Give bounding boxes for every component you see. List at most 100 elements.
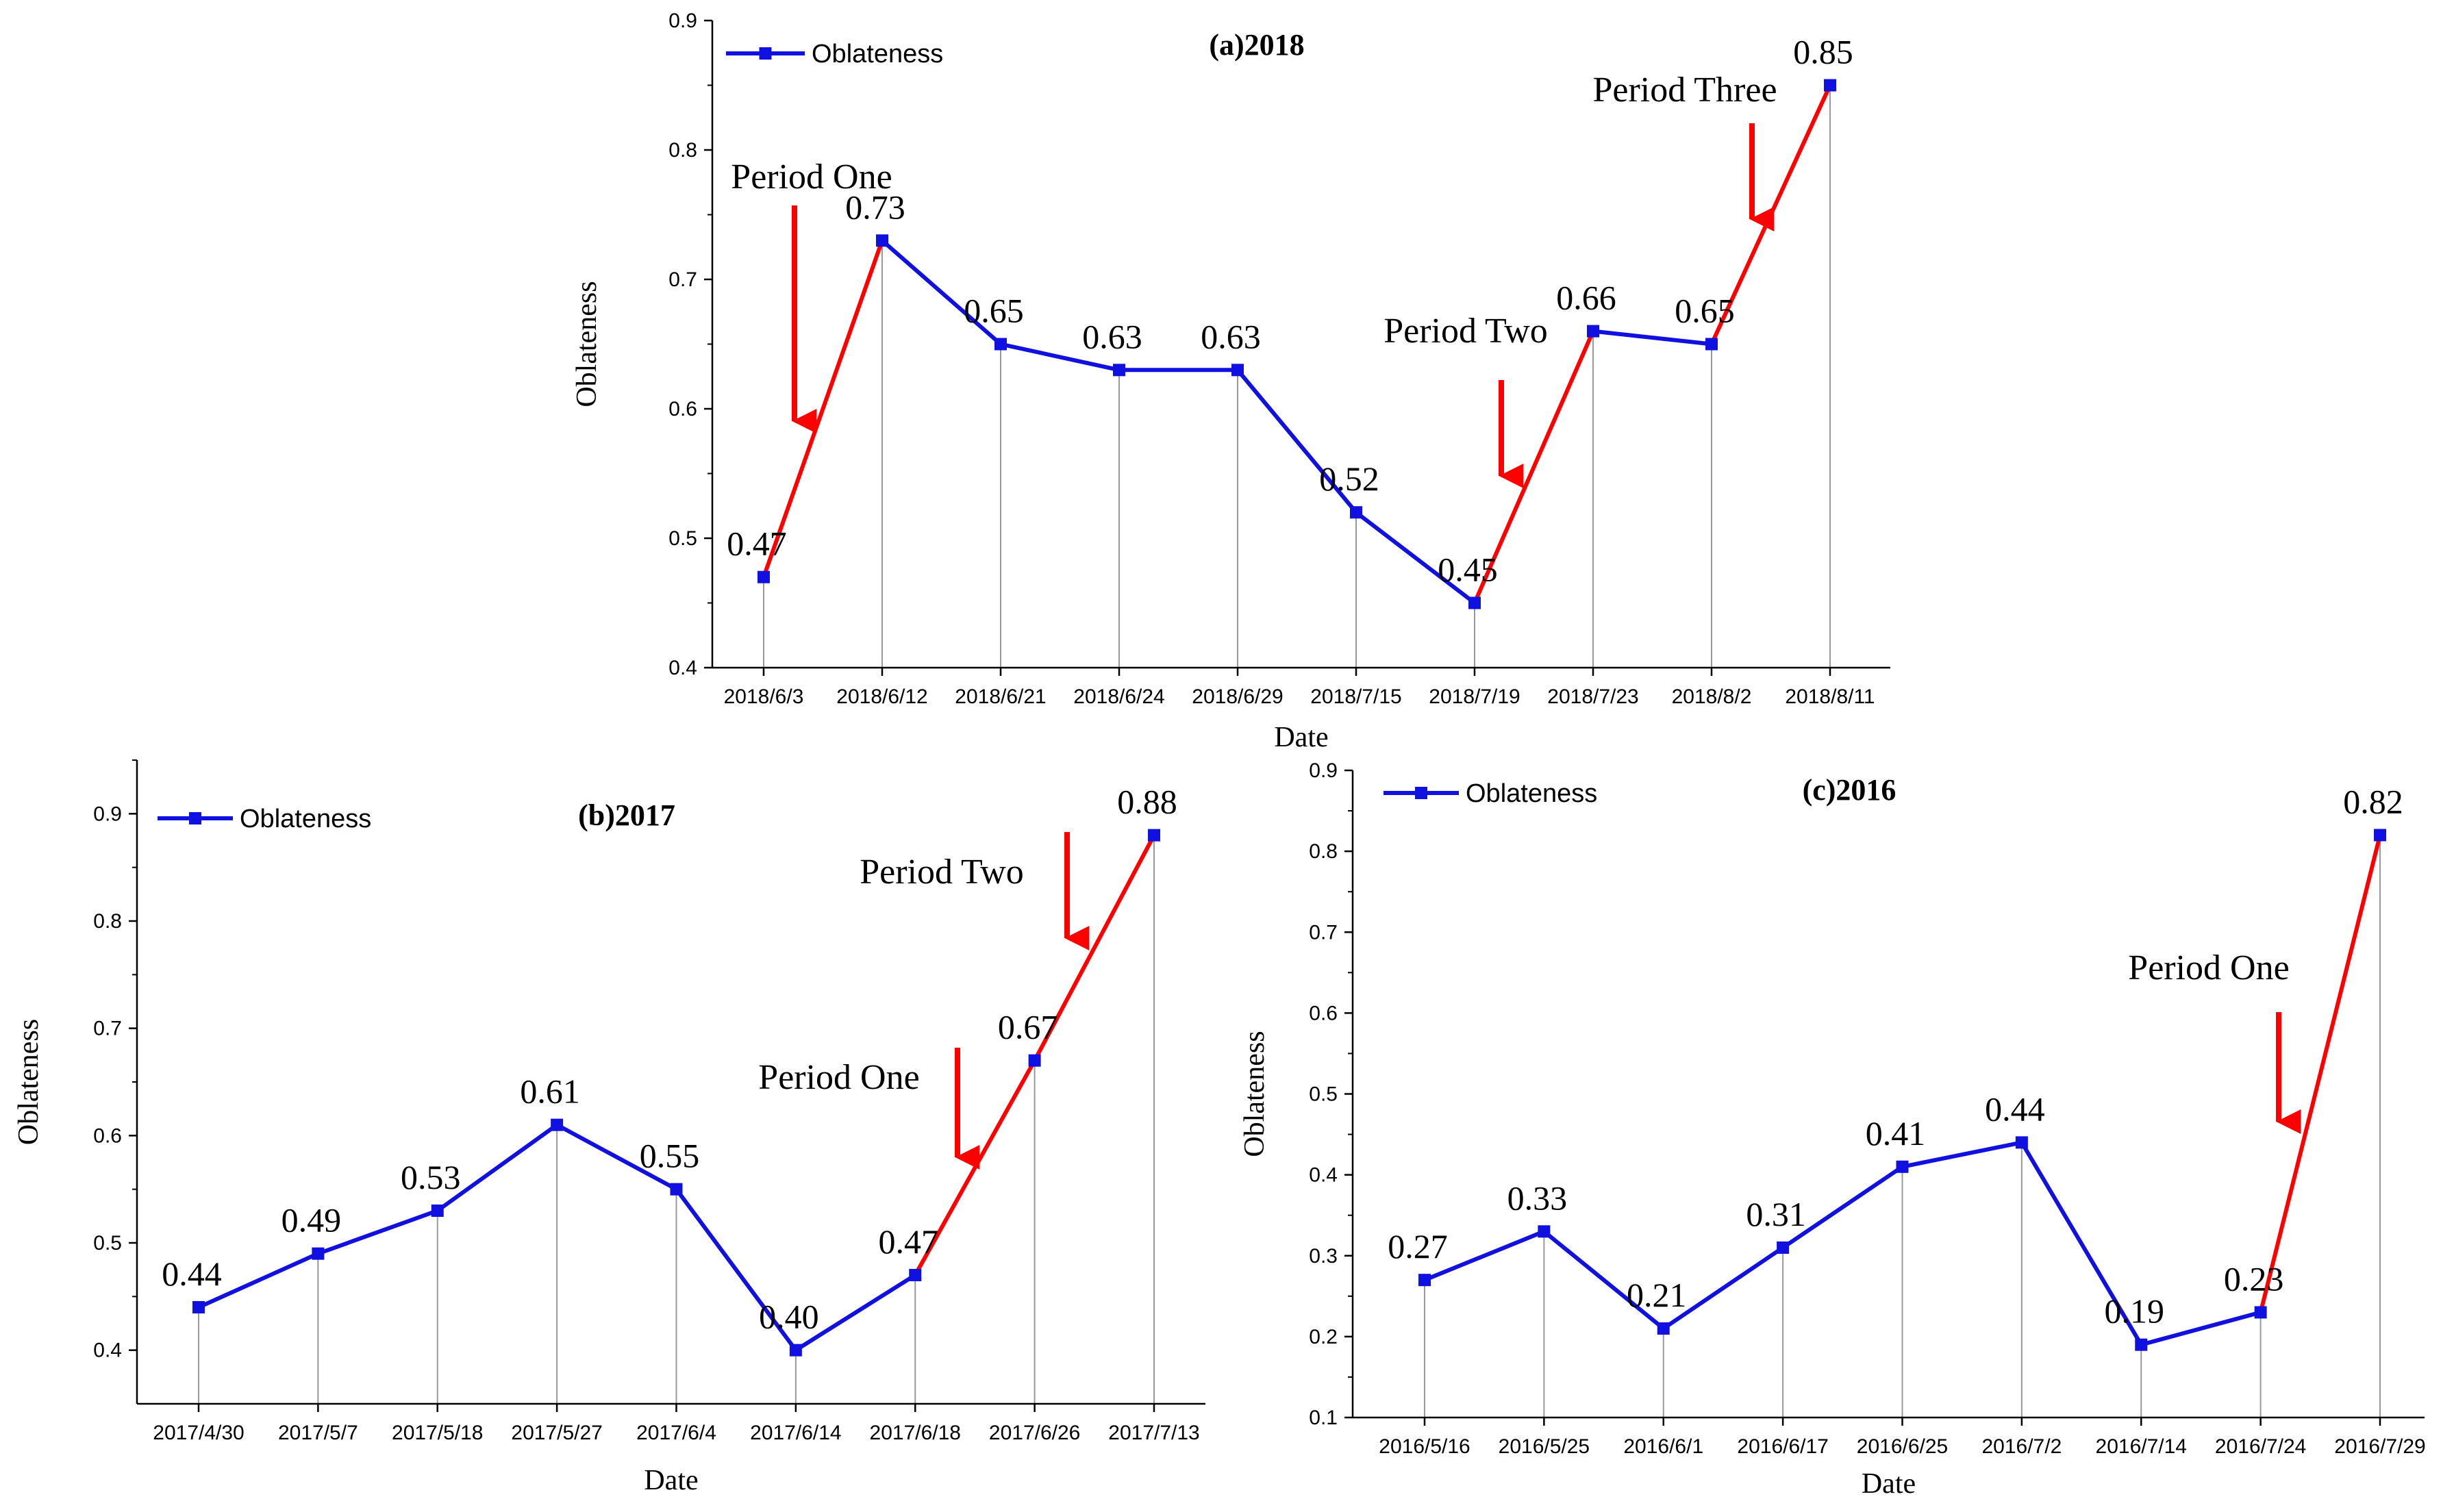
series-segment — [316, 1209, 440, 1256]
series-segment — [1354, 510, 1477, 605]
x-tick-label: 2016/5/16 — [1379, 1435, 1470, 1458]
data-label: 0.65 — [964, 292, 1024, 330]
data-label: 0.44 — [162, 1255, 222, 1293]
y-tick-label: 0.4 — [1309, 1164, 1338, 1187]
legend-marker — [1415, 787, 1427, 799]
data-point — [2135, 1338, 2148, 1351]
x-tick-label: 2017/6/26 — [989, 1422, 1080, 1444]
data-label: 0.85 — [1793, 33, 1853, 71]
data-label: 0.61 — [520, 1072, 580, 1111]
data-label: 0.33 — [1507, 1179, 1568, 1217]
data-label: 0.52 — [1319, 459, 1379, 498]
data-point — [758, 570, 770, 583]
y-axis-title: Oblateness — [1239, 1031, 1270, 1157]
data-label: 0.82 — [2343, 783, 2403, 821]
y-tick-label: 0.2 — [1309, 1326, 1338, 1348]
data-label: 0.41 — [1866, 1114, 1926, 1152]
data-point — [551, 1118, 564, 1131]
data-point — [1231, 364, 1244, 377]
x-tick-label: 2018/6/29 — [1192, 685, 1283, 708]
series-segment — [999, 342, 1121, 373]
series-segment — [880, 238, 1003, 346]
data-label: 0.53 — [401, 1158, 461, 1196]
x-tick-label: 2018/7/15 — [1310, 685, 1401, 708]
y-tick-label: 0.8 — [1309, 840, 1338, 863]
y-tick-label: 0.8 — [668, 139, 697, 162]
data-point — [1418, 1274, 1431, 1287]
period-annotation: Period Three — [1592, 71, 1777, 110]
legend-label: Oblateness — [1466, 779, 1597, 808]
series-segment — [793, 1273, 918, 1352]
x-axis-title: Date — [644, 1465, 698, 1496]
chart-2017: 0.4 0.5 0.6 0.7 0.8 0.9 2017/4/30 2017/5/7 2017/… — [13, 759, 1205, 1496]
y-tick-label: 0.5 — [1309, 1083, 1338, 1106]
series-segment — [1542, 1229, 1666, 1331]
data-label: 0.44 — [1985, 1089, 2045, 1128]
data-point — [1113, 364, 1125, 377]
period-annotation: Period One — [731, 158, 892, 197]
period-annotation: Period One — [758, 1058, 919, 1097]
chart-title: (c)2016 — [1803, 773, 1896, 807]
legend-label: Oblateness — [812, 40, 943, 68]
y-axis-title: Oblateness — [13, 1019, 45, 1145]
x-tick-label: 2018/7/19 — [1429, 685, 1520, 708]
chart-2016: 0.1 0.2 0.3 0.4 0.5 0.6 0.7 0.8 0.9 2016/5/16 2016… — [1239, 759, 2426, 1500]
legend-label: Oblateness — [240, 805, 371, 833]
x-tick-label: 2016/7/2 — [1981, 1435, 2062, 1458]
x-tick-label: 2017/6/14 — [750, 1422, 841, 1444]
y-axis-title: Oblateness — [571, 281, 603, 407]
x-axis-title: Date — [1862, 1468, 1916, 1500]
series-segment-highlight — [1473, 329, 1595, 605]
y-tick-label: 0.5 — [668, 527, 697, 550]
data-point — [1896, 1160, 1909, 1173]
series-segment — [1781, 1164, 1905, 1250]
data-label: 0.63 — [1082, 317, 1142, 355]
data-point — [1705, 338, 1718, 351]
x-tick-label: 2016/7/24 — [2215, 1435, 2306, 1458]
data-point — [670, 1183, 683, 1196]
data-point — [192, 1301, 205, 1313]
data-label: 0.49 — [281, 1201, 342, 1239]
data-point — [1824, 79, 1836, 92]
data-point — [312, 1247, 325, 1260]
data-label: 0.67 — [998, 1008, 1058, 1046]
series-segment — [2139, 1310, 2263, 1347]
x-tick-label: 2018/6/24 — [1073, 685, 1164, 708]
x-tick-label: 2017/6/18 — [870, 1422, 961, 1444]
y-tick-label: 0.9 — [93, 803, 122, 825]
x-tick-label: 2016/6/17 — [1737, 1435, 1828, 1458]
data-label: 0.45 — [1438, 551, 1498, 589]
series-segment — [1591, 329, 1714, 346]
chart-title: (b)2017 — [578, 798, 675, 832]
data-label: 0.21 — [1627, 1276, 1687, 1314]
x-tick-label: 2018/6/12 — [836, 685, 927, 708]
y-tick-label: 0.8 — [93, 910, 122, 933]
data-label: 0.31 — [1746, 1195, 1806, 1233]
data-label: 0.73 — [845, 188, 905, 226]
x-tick-label: 2017/4/30 — [153, 1422, 244, 1444]
data-point — [431, 1205, 444, 1217]
x-tick-label: 2018/6/3 — [724, 685, 804, 708]
data-point — [1657, 1322, 1670, 1335]
x-tick-label: 2017/6/4 — [636, 1422, 716, 1444]
legend-marker — [759, 47, 772, 60]
y-tick-label: 0.6 — [93, 1124, 122, 1147]
y-tick-label: 0.7 — [668, 268, 697, 291]
data-point — [2254, 1306, 2267, 1319]
x-tick-label: 2018/8/11 — [1785, 685, 1875, 708]
y-tick-label: 0.3 — [1309, 1245, 1338, 1268]
y-tick-label: 0.5 — [93, 1232, 122, 1255]
legend-marker — [189, 812, 201, 824]
data-label: 0.66 — [1556, 279, 1616, 317]
data-label: 0.47 — [879, 1222, 939, 1261]
series-segment — [555, 1122, 679, 1192]
data-point — [1350, 506, 1362, 519]
x-axis-title: Date — [1274, 722, 1328, 753]
data-label: 0.19 — [2105, 1292, 2165, 1331]
series-segment — [674, 1187, 798, 1352]
x-tick-label: 2017/5/18 — [392, 1422, 483, 1444]
data-point — [1538, 1225, 1551, 1238]
period-annotation: Period One — [2128, 948, 2289, 987]
data-point — [1777, 1241, 1790, 1254]
